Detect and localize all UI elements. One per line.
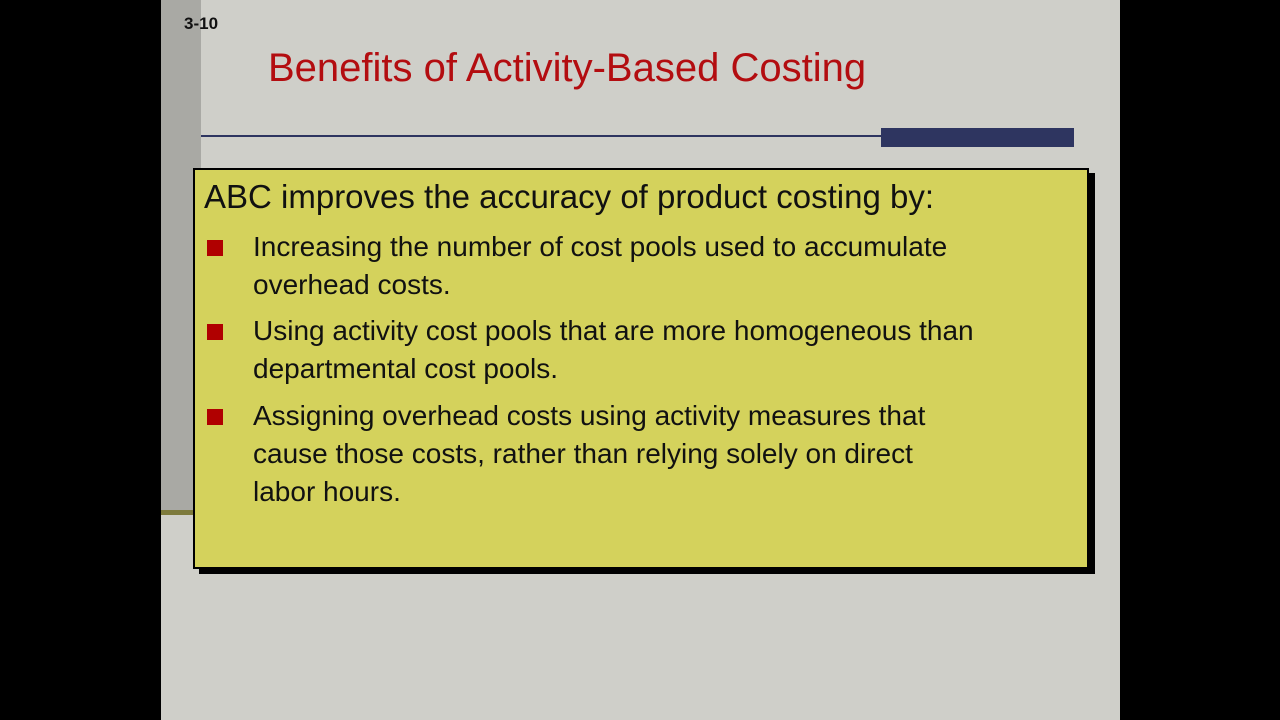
bullet-line: Assigning overhead costs using activity … — [253, 400, 926, 431]
slide-number: 3-10 — [184, 14, 219, 33]
square-bullet-icon — [207, 324, 223, 340]
bullet-line: labor hours. — [253, 476, 401, 507]
bullet-line: overhead costs. — [253, 269, 451, 300]
bullet-line: Using activity cost pools that are more … — [253, 315, 974, 346]
bullet-line: cause those costs, rather than relying s… — [253, 438, 913, 469]
slide: 3-10 Benefits of Activity-Based Costing … — [161, 0, 1120, 720]
bullet-line: departmental cost pools. — [253, 353, 559, 384]
title-divider — [201, 135, 881, 137]
square-bullet-icon — [207, 409, 223, 425]
slide-title: Benefits of Activity-Based Costing — [268, 46, 867, 90]
square-bullet-icon — [207, 240, 223, 256]
bullet-item: Assigning overhead costs using activity … — [253, 397, 1083, 511]
left-decor-line — [161, 510, 201, 515]
bullet-item: Increasing the number of cost pools used… — [253, 228, 1083, 304]
bullet-item: Using activity cost pools that are more … — [253, 312, 1083, 388]
bullet-line: Increasing the number of cost pools used… — [253, 231, 948, 262]
accent-bar — [881, 128, 1074, 147]
lead-text: ABC improves the accuracy of product cos… — [204, 178, 934, 215]
content-box: ABC improves the accuracy of product cos… — [193, 168, 1089, 569]
